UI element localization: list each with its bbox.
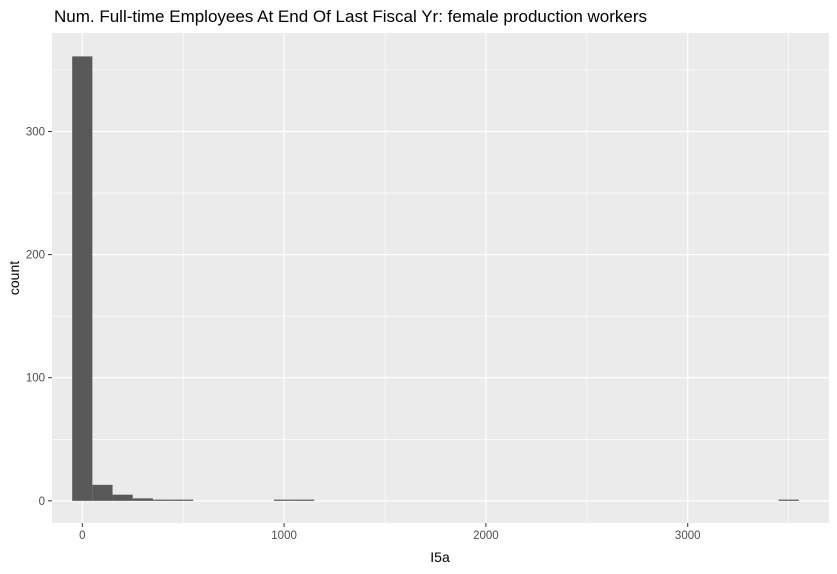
histogram-bar xyxy=(112,494,133,501)
x-axis-title: I5a xyxy=(430,549,450,565)
x-tick-label: 1000 xyxy=(271,530,297,542)
histogram-bar xyxy=(274,499,295,501)
y-tick-label: 100 xyxy=(26,373,45,385)
major-gridlines xyxy=(52,33,829,523)
histogram-bar xyxy=(72,56,93,501)
y-tick-label: 0 xyxy=(39,496,45,508)
histogram-bars xyxy=(72,56,799,501)
histogram-bar xyxy=(294,499,315,501)
histogram-bar xyxy=(173,499,194,501)
y-tick-label: 200 xyxy=(26,250,45,262)
x-tick-label: 2000 xyxy=(473,530,499,542)
histogram-bar xyxy=(92,484,113,501)
histogram-bar xyxy=(778,499,799,501)
histogram-bar xyxy=(152,499,174,501)
histogram-bar xyxy=(132,498,153,501)
minor-gridlines xyxy=(52,33,829,523)
y-tick-label: 300 xyxy=(26,126,45,138)
x-axis: 0 1000 2000 3000 xyxy=(79,523,701,542)
chart-title: Num. Full-time Employees At End Of Last … xyxy=(54,7,647,26)
y-axis-title: count xyxy=(6,261,22,295)
x-tick-label: 3000 xyxy=(675,530,701,542)
plot-panel xyxy=(52,33,829,523)
x-tick-label: 0 xyxy=(79,530,85,542)
y-axis: 0 100 200 300 xyxy=(26,126,52,508)
